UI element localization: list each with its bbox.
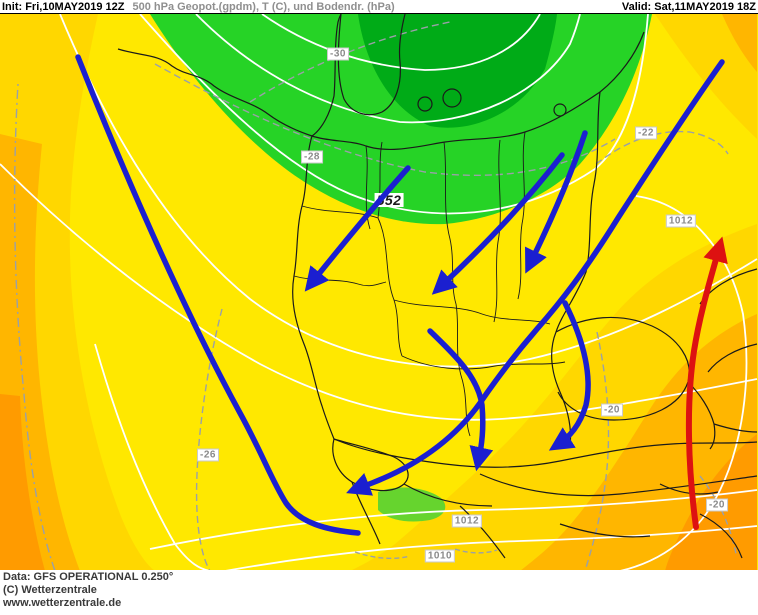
website-label: www.wetterzentrale.de <box>3 597 122 609</box>
init-time-label: Init: Fri,10MAY2019 12Z <box>2 0 125 13</box>
footer: Data: GFS OPERATIONAL 0.250° (C) Wetterz… <box>0 570 758 615</box>
map-canvas <box>0 13 758 571</box>
fill-deep-orange-left <box>0 394 45 571</box>
copyright-label: (C) Wetterzentrale <box>3 584 97 596</box>
fill-orange-topright <box>722 14 757 72</box>
chart-title: 500 hPa Geopot.(gpdm), T (C), und Bodend… <box>132 0 395 13</box>
map-base-svg <box>0 14 758 571</box>
data-source-label: Data: GFS OPERATIONAL 0.250° <box>3 571 174 583</box>
header-bar: Init: Fri,10MAY2019 12Z 500 hPa Geopot.(… <box>0 0 758 13</box>
valid-time-label: Valid: Sat,11MAY2019 18Z <box>621 0 756 13</box>
